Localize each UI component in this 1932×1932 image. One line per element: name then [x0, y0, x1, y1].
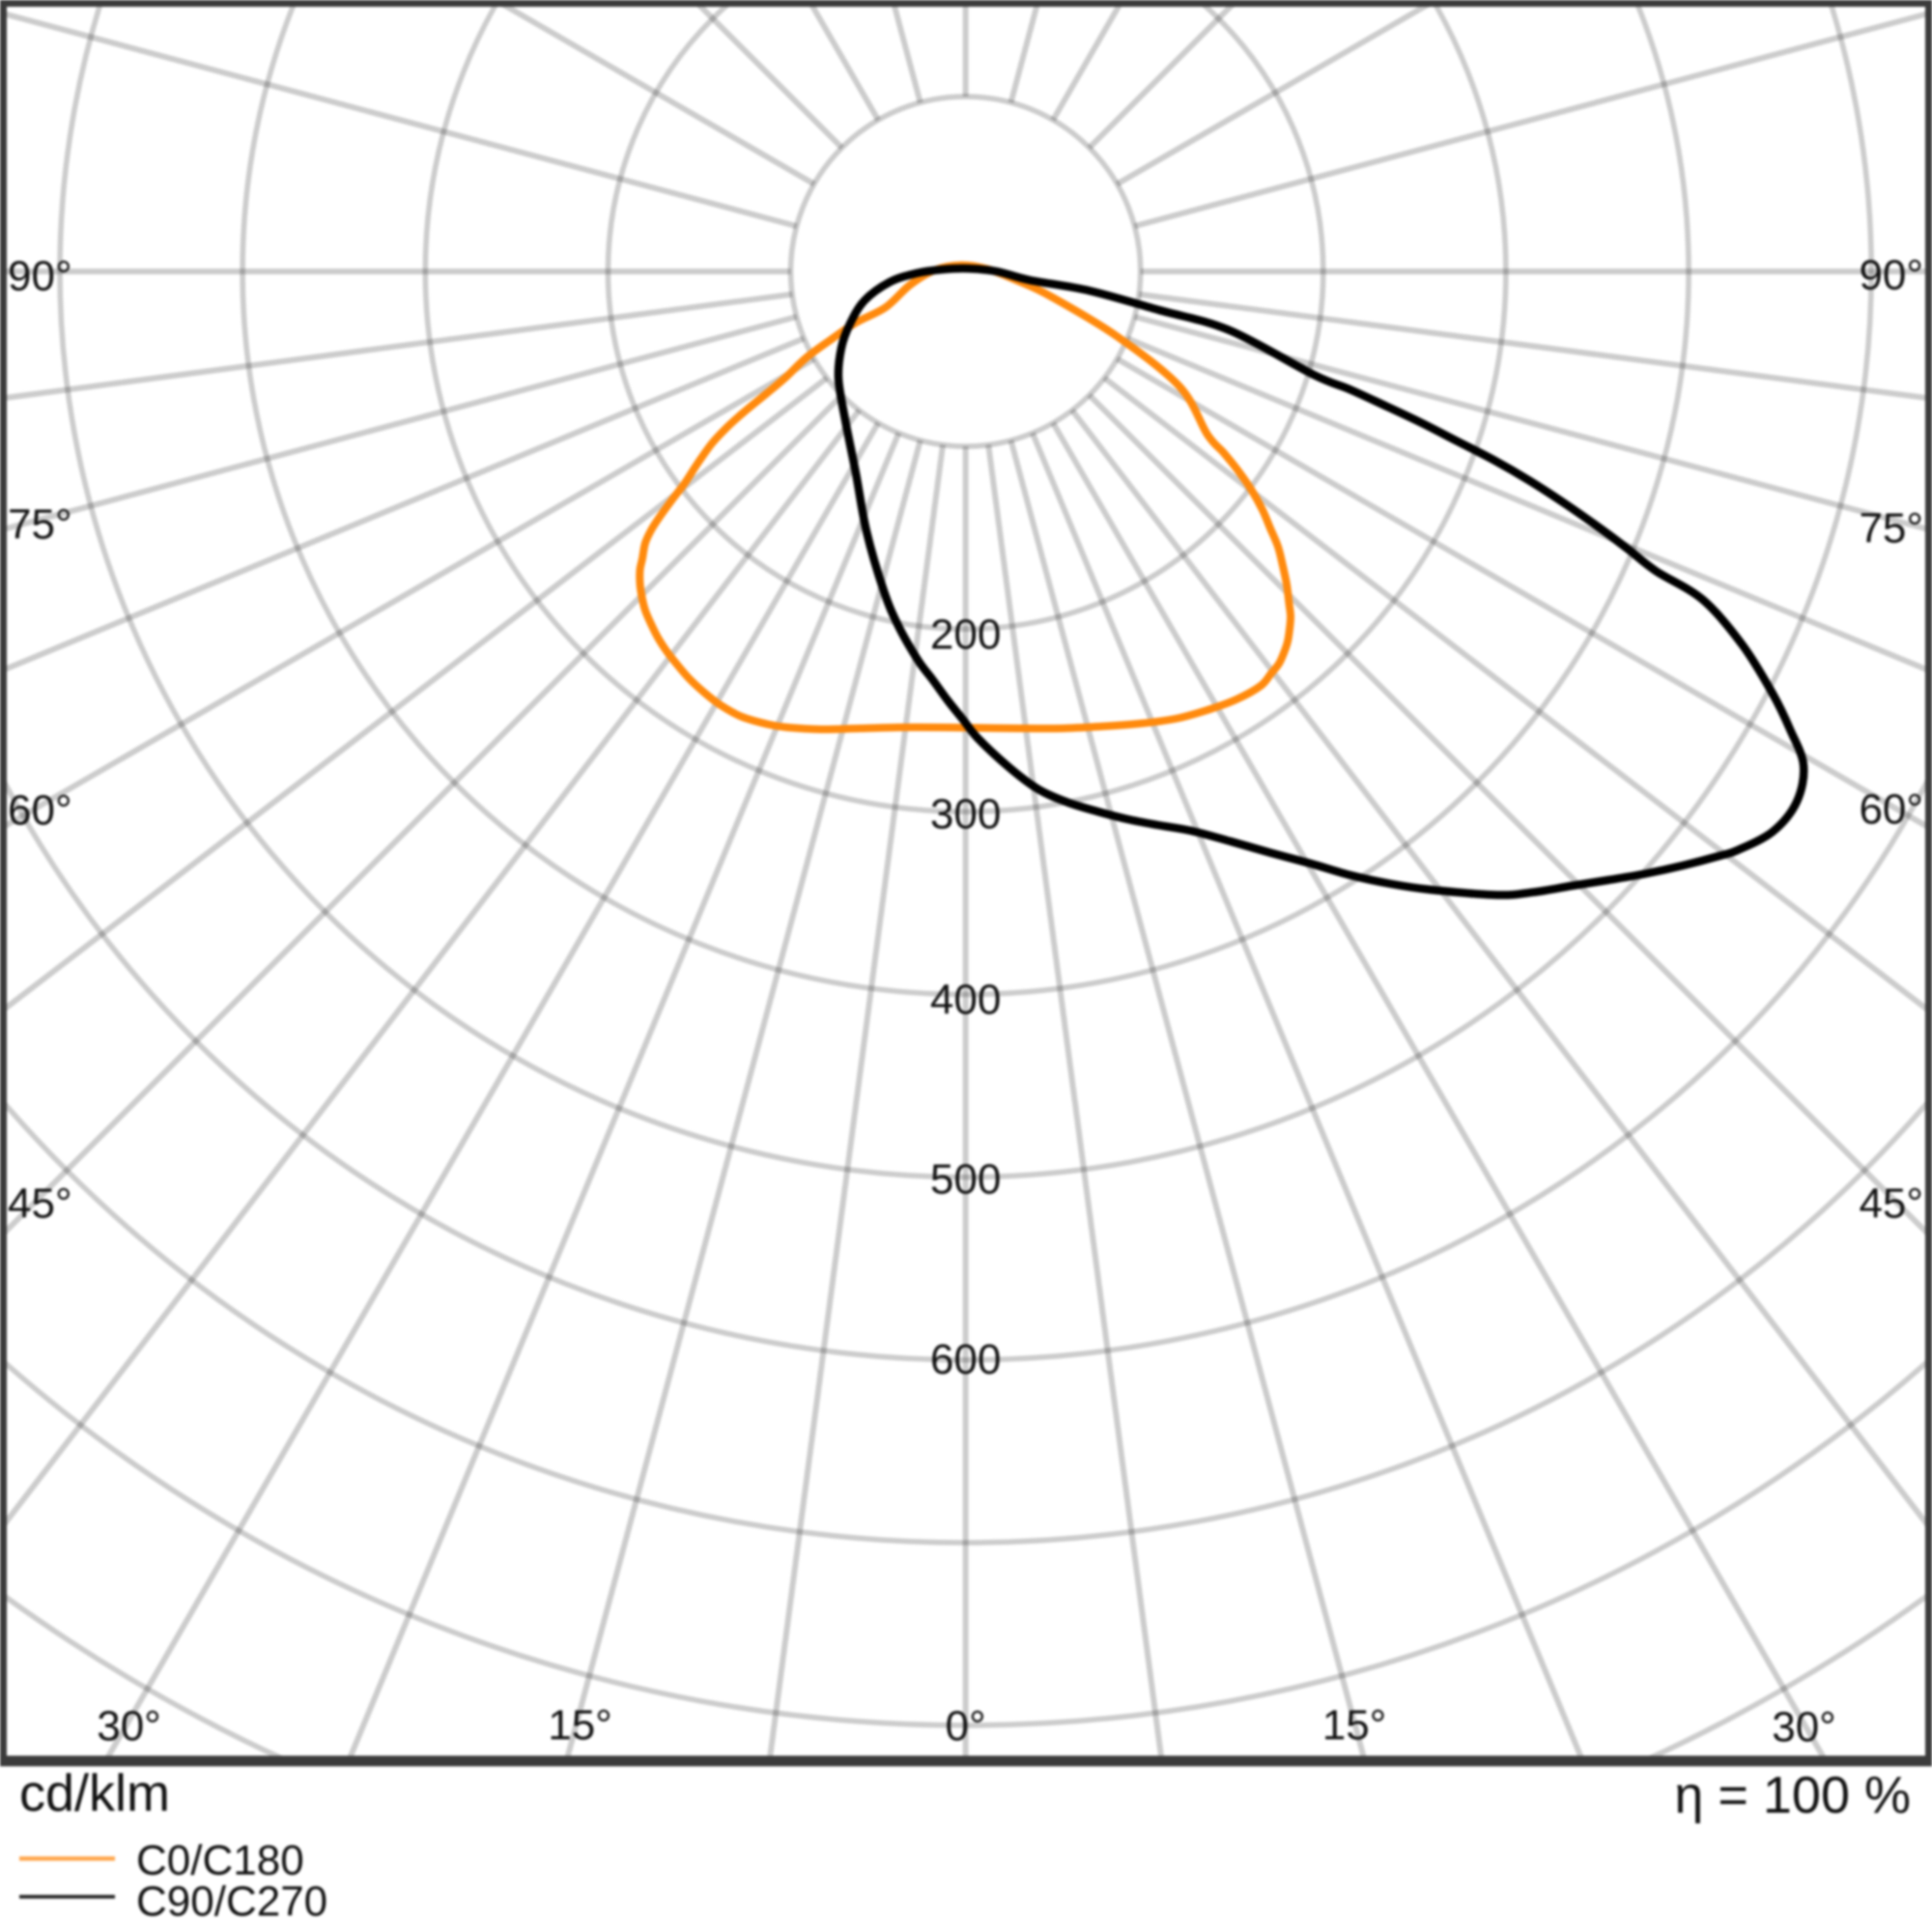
- svg-text:0°: 0°: [946, 1703, 986, 1750]
- svg-text:15°: 15°: [548, 1702, 612, 1749]
- svg-text:C90/C270: C90/C270: [136, 1878, 327, 1925]
- svg-text:60°: 60°: [8, 787, 72, 835]
- svg-text:C0/C180: C0/C180: [136, 1837, 304, 1885]
- svg-text:45°: 45°: [8, 1180, 72, 1228]
- svg-text:75°: 75°: [1859, 505, 1923, 553]
- svg-text:60°: 60°: [1859, 786, 1923, 834]
- svg-text:30°: 30°: [97, 1703, 161, 1750]
- svg-text:η = 100 %: η = 100 %: [1674, 1766, 1911, 1824]
- svg-text:90°: 90°: [8, 253, 72, 300]
- svg-text:200: 200: [930, 611, 1001, 659]
- svg-text:300: 300: [930, 791, 1001, 838]
- svg-text:cd/klm: cd/klm: [19, 1764, 170, 1822]
- svg-text:75°: 75°: [8, 501, 72, 549]
- svg-text:30°: 30°: [1772, 1704, 1836, 1751]
- svg-text:400: 400: [930, 977, 1001, 1024]
- svg-text:15°: 15°: [1322, 1702, 1387, 1749]
- svg-text:600: 600: [930, 1336, 1001, 1383]
- svg-text:90°: 90°: [1859, 252, 1923, 299]
- svg-text:45°: 45°: [1859, 1180, 1923, 1228]
- svg-text:500: 500: [930, 1156, 1001, 1204]
